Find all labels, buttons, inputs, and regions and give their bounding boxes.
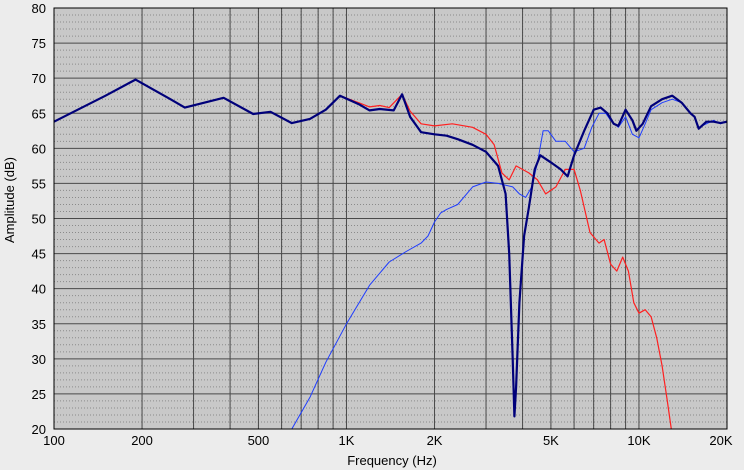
series-line-3 [53,78,728,418]
x-tick-label: 10K [627,433,650,448]
y-tick-label: 75 [32,36,46,51]
x-tick-label: 1K [339,433,355,448]
y-tick-label: 60 [32,141,46,156]
y-tick-label: 65 [32,106,46,121]
x-tick-label: 100 [43,433,65,448]
x-axis-label: Frequency (Hz) [347,453,437,468]
y-tick-label: 20 [32,422,46,437]
x-tick-labels: 100 200 500 1K 2K 5K 10K 20K [43,433,733,448]
y-tick-label: 40 [32,282,46,297]
y-axis-label: Amplitude (dB) [2,157,17,243]
x-tick-label: 2K [427,433,443,448]
y-tick-label: 30 [32,352,46,367]
y-tick-label: 35 [32,317,46,332]
y-tick-label: 55 [32,176,46,191]
plot-frame [53,7,728,430]
y-tick-label: 50 [32,212,46,227]
y-tick-label: 45 [32,247,46,262]
x-tick-label: 20K [709,433,732,448]
y-tick-label: 80 [32,1,46,16]
x-tick-label: 5K [543,433,559,448]
series-layer [53,78,728,430]
y-tick-label: 70 [32,71,46,86]
plot-border [53,7,728,430]
x-tick-label: 200 [131,433,153,448]
x-tick-label: 500 [248,433,270,448]
series-line-2 [291,98,728,430]
y-tick-label: 25 [32,387,46,402]
y-tick-labels: 20 25 30 35 40 45 50 55 60 65 70 75 80 [32,1,46,437]
